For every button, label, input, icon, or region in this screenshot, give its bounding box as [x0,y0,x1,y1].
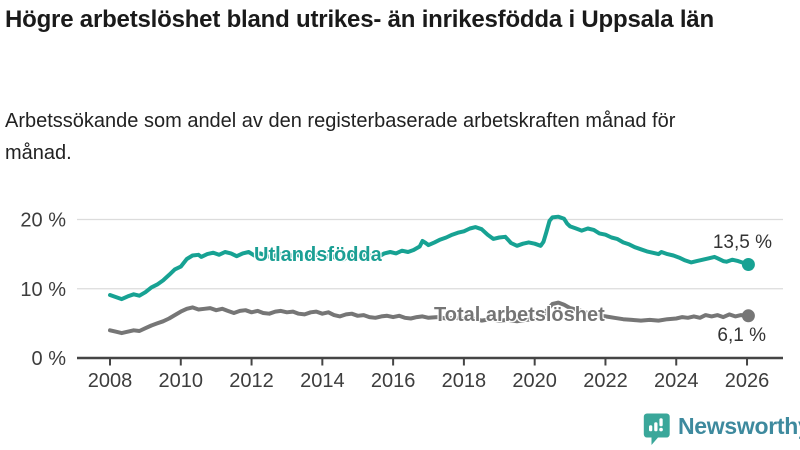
newsworthy-wordmark: Newsworthy [678,413,800,439]
end-dot-1 [741,309,755,323]
y-tick-label: 10 % [20,279,66,301]
x-tick-label: 2014 [300,370,345,392]
header: Högre arbetslöshet bland utrikes- än inr… [5,3,785,36]
series-label-utlandsfodda: Utlandsfödda [254,244,382,266]
end-dot-0 [741,258,755,271]
x-tick-label: 2020 [512,370,557,392]
bar-icon-tall [654,422,658,432]
end-value-label-total: 6,1 % [717,325,766,346]
exclamation-bar-icon [659,418,663,427]
exclamation-dot-icon [659,427,663,432]
x-tick-label: 2018 [442,370,487,392]
x-tick-label: 2010 [159,370,204,392]
newsworthy-logo: Newsworthy [643,413,800,446]
x-tick-label: 2022 [583,370,628,392]
end-value-label-utlandsfodda: 13,5 % [712,232,772,253]
chart-subtitle: Arbetssökande som andel av den registerb… [5,110,676,164]
x-tick-label: 2016 [371,370,416,392]
bar-icon-small [649,425,653,432]
series-line-0 [108,214,751,302]
x-tick-label: 2008 [88,370,133,392]
page-title: Högre arbetslöshet bland utrikes- än inr… [5,6,714,33]
y-tick-label: 20 % [20,210,66,232]
x-tick-label: 2026 [725,370,770,392]
series-line-1 [108,300,751,336]
y-tick-label: 0 % [32,348,67,370]
newsworthy-icon [643,413,670,445]
x-tick-label: 2012 [229,370,274,392]
series-label-total-arbetsloshet: Total arbetslöshet [434,304,605,326]
x-tick-label: 2024 [654,370,699,392]
